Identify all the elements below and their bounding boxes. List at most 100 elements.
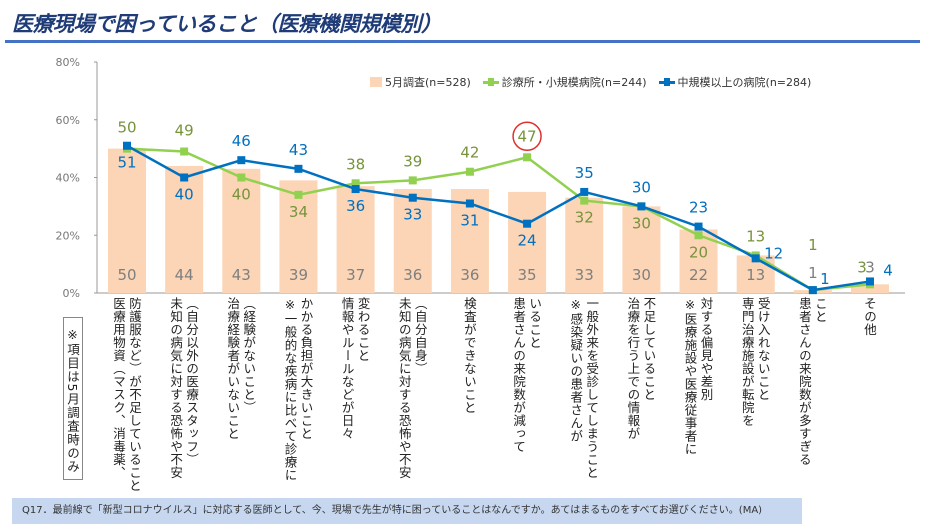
legend-label: 5月調査(n=528) [385, 76, 471, 89]
bar-value-label: 33 [575, 266, 594, 284]
green-marker [237, 173, 246, 182]
blue-value-label: 24 [518, 232, 537, 250]
blue-marker [866, 277, 874, 286]
bar [851, 284, 889, 293]
blue-marker [123, 141, 131, 150]
y-tick-label: 0% [63, 287, 80, 300]
category-label: 患者さんの来院数が多すぎる こと [796, 297, 828, 466]
category-label-line: （経験がないこと） [241, 297, 257, 414]
legend-item-may: 5月調査(n=528) [370, 74, 471, 90]
green-value-label: 47 [518, 127, 537, 145]
category-label: 未知の病気に対する恐怖や不安 （自分自身） [396, 297, 428, 479]
blue-marker [351, 185, 360, 194]
bar-value-label: 36 [460, 266, 479, 284]
legend-swatch-bar [370, 77, 382, 87]
bar [622, 206, 661, 293]
category-label-line: 変わること [355, 297, 371, 362]
green-value-label: 32 [575, 209, 594, 227]
blue-value-label: 1 [820, 270, 830, 288]
blue-value-label: 31 [460, 211, 479, 229]
blue-marker [694, 222, 703, 231]
note-box: ※項目は5月調査時のみ [63, 317, 83, 480]
bar-value-label: 3 [865, 258, 875, 276]
category-label: 情報やルールなどが日々 変わること [339, 297, 371, 440]
category-label-line: 患者さんの来院数が減って [511, 297, 527, 453]
highlight-circle [512, 121, 542, 152]
category-label-line: 治療経験者がいないこと [225, 297, 241, 440]
category-label: 治療を行う上での情報が 不足していること [624, 297, 656, 440]
bar-value-label: 39 [289, 266, 308, 284]
category-label-line: 患者さんの来院数が多すぎる [796, 297, 812, 466]
blue-line [126, 144, 871, 292]
category-label: ※一般的な疾病に比べて診療に かかる負担が大きいこと [281, 297, 313, 482]
blue-marker [751, 254, 760, 263]
bar-value-label: 50 [117, 266, 136, 284]
category-label: 医療用物資（マスク、消毒薬、 防護服など）が不足していること [110, 297, 142, 492]
legend-label: 診療所・小規模病院(n=244) [501, 76, 647, 89]
blue-marker [237, 156, 246, 165]
category-label-line: 治療を行う上での情報が [625, 297, 641, 440]
category-label: ※感染疑いの患者さんが 一般外来を受診してしまうこと [567, 297, 599, 479]
bar-value-label: 36 [403, 266, 422, 284]
bar-value-label: 1 [808, 264, 818, 282]
green-value-label: 42 [460, 144, 479, 162]
legend: 5月調査(n=528) 診療所・小規模病院(n=244) 中規模以上の病院(n=… [370, 74, 811, 90]
blue-marker [808, 286, 817, 295]
blue-marker [465, 199, 474, 208]
blue-value-label: 30 [632, 178, 651, 196]
blue-value-label: 12 [764, 244, 783, 262]
green-marker [465, 167, 474, 176]
category-label: 検査ができないこと [461, 297, 477, 414]
green-value-label: 49 [175, 122, 194, 140]
blue-marker [637, 202, 646, 211]
category-label: 治療経験者がいないこと （経験がないこと） [224, 297, 256, 440]
bar [279, 180, 318, 293]
y-tick-label: 40% [56, 172, 80, 185]
green-value-label: 3 [857, 258, 867, 276]
green-value-label: 40 [232, 186, 251, 204]
category-label-line: その他 [862, 297, 877, 336]
category-label-line: ※感染疑いの患者さんが [568, 297, 584, 443]
category-label-line: （自分自身） [412, 297, 428, 375]
category-label-line: 一般外来を受診してしまうこと [584, 297, 600, 479]
green-value-label: 50 [117, 119, 136, 137]
title-divider [5, 40, 920, 43]
bar-value-label: 13 [746, 266, 765, 284]
blue-value-label: 33 [403, 206, 422, 224]
category-label-line: かかる負担が大きいこと [298, 297, 314, 440]
legend-item-hospital: 中規模以上の病院(n=284) [658, 74, 812, 90]
blue-value-label: 51 [117, 154, 136, 172]
category-label: ※医療施設や医療従事者に 対する偏見や差別 [682, 297, 714, 456]
category-label-line: 専門治療施設が転院を [739, 297, 755, 427]
blue-marker [180, 173, 189, 182]
category-label: 患者さんの来院数が減って いること [510, 297, 542, 453]
bar-value-label: 37 [346, 266, 365, 284]
question-footer: Q17．最前線で「新型コロナウイルス」に対応する医師として、今、現場で先生が特に… [12, 498, 802, 524]
bar [393, 189, 432, 293]
green-value-label: 38 [346, 155, 365, 173]
legend-swatch-green [482, 77, 499, 86]
bar [108, 148, 146, 293]
category-label: 専門治療施設が転院を 受け入れないこと [739, 297, 771, 427]
legend-label: 中規模以上の病院(n=284) [677, 76, 812, 89]
category-label-line: 検査ができないこと [461, 297, 477, 414]
category-label-line: こと [812, 297, 828, 323]
category-label-line: 防護服など）が不足していること [127, 297, 142, 492]
category-label-line: 対する偏見や差別 [698, 297, 714, 401]
green-marker [580, 196, 589, 205]
category-label-line: ※一般的な疾病に比べて診療に [282, 297, 298, 482]
blue-value-label: 36 [346, 197, 365, 215]
green-marker [351, 179, 360, 188]
bar-value-label: 44 [175, 266, 194, 284]
blue-marker [580, 187, 589, 196]
category-label-line: 未知の病気に対する恐怖や不安 [168, 297, 184, 479]
y-tick-label: 80% [56, 56, 80, 69]
category-label-line: 不足していること [641, 297, 657, 401]
blue-value-label: 46 [232, 132, 251, 150]
blue-marker [523, 219, 532, 228]
blue-value-label: 4 [883, 261, 893, 279]
bar [336, 186, 375, 293]
green-value-label: 20 [689, 243, 708, 261]
blue-marker [408, 193, 417, 202]
blue-value-label: 40 [175, 186, 194, 204]
